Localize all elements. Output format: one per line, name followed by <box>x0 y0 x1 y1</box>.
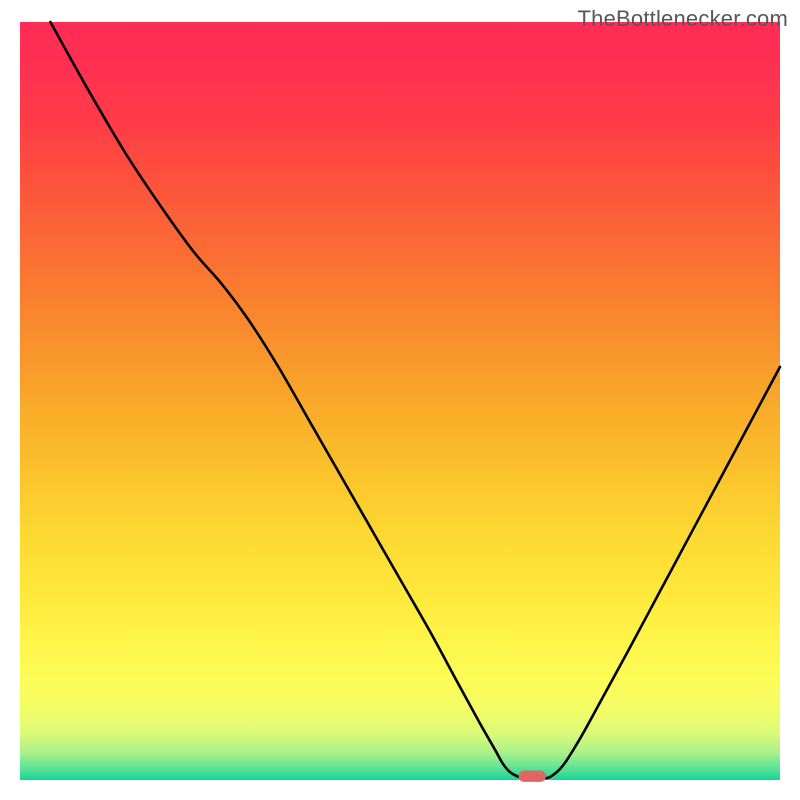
chart-container: TheBottlenecker.com <box>0 0 800 800</box>
bottleneck-chart <box>0 0 800 800</box>
watermark-text: TheBottlenecker.com <box>578 6 788 32</box>
optimum-marker <box>519 771 546 782</box>
chart-background <box>20 22 780 780</box>
